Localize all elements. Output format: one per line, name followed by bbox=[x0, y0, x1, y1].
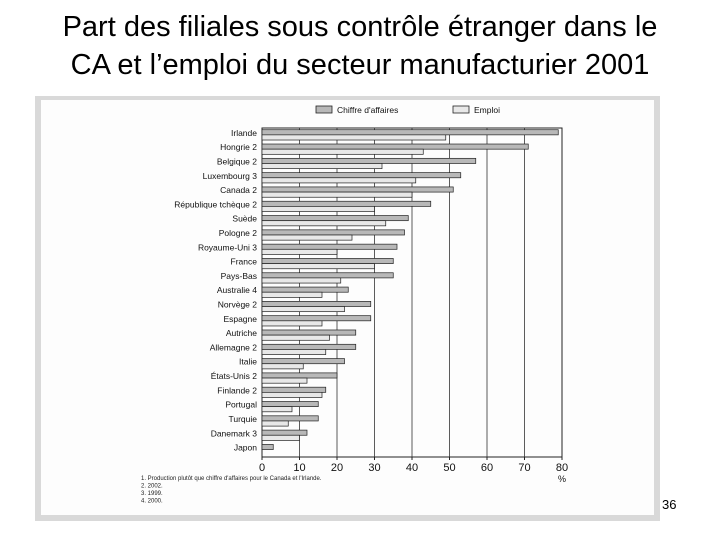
bar bbox=[261, 148, 424, 155]
bar bbox=[261, 129, 559, 136]
bar bbox=[261, 301, 372, 307]
bar bbox=[261, 444, 274, 450]
bar bbox=[261, 334, 330, 341]
category-label: Allemagne 2 bbox=[210, 342, 258, 352]
bar bbox=[261, 277, 342, 284]
category-label: Canada 2 bbox=[220, 185, 257, 195]
slide-title-line1: Part des filiales sous contrôle étranger… bbox=[62, 11, 658, 43]
bar bbox=[261, 429, 308, 436]
x-tick-label: 10 bbox=[293, 462, 305, 474]
category-label: Japon bbox=[234, 443, 257, 453]
bar bbox=[261, 315, 372, 322]
category-label: Italie bbox=[239, 357, 257, 367]
bar bbox=[261, 329, 357, 336]
footnote: 1. Production plutôt que chiffre d'affai… bbox=[141, 476, 322, 482]
bar bbox=[261, 163, 383, 169]
legend-label: Chiffre d'affaires bbox=[337, 105, 398, 115]
bar bbox=[261, 377, 308, 384]
bar bbox=[261, 134, 447, 141]
category-label: Luxembourg 3 bbox=[203, 171, 258, 181]
bar bbox=[261, 401, 319, 407]
bar bbox=[261, 406, 293, 413]
category-label: Royaume-Uni 3 bbox=[198, 242, 257, 252]
category-label: Autriche bbox=[226, 328, 257, 338]
bar bbox=[261, 191, 413, 198]
bar bbox=[261, 291, 323, 298]
bar bbox=[261, 200, 432, 207]
x-axis-unit: % bbox=[558, 474, 566, 484]
bar bbox=[261, 157, 477, 164]
footnote: 3. 1999. bbox=[141, 491, 163, 497]
x-tick-label: 30 bbox=[368, 462, 380, 474]
x-tick-label: 20 bbox=[331, 462, 343, 474]
category-label: France bbox=[231, 257, 258, 267]
page-number: 36 bbox=[662, 497, 677, 512]
bar bbox=[261, 234, 353, 241]
bar bbox=[261, 186, 454, 193]
bar bbox=[261, 363, 304, 370]
category-label: Portugal bbox=[225, 400, 257, 410]
category-label: États-Unis 2 bbox=[211, 371, 258, 381]
category-label: Suède bbox=[232, 214, 257, 224]
category-label: République tchèque 2 bbox=[174, 199, 257, 209]
bar bbox=[261, 372, 338, 379]
bar bbox=[261, 243, 398, 250]
bar bbox=[261, 220, 387, 227]
category-label: Pays-Bas bbox=[221, 271, 257, 281]
category-label: Danemark 3 bbox=[211, 428, 258, 438]
bar bbox=[261, 263, 375, 270]
legend-swatch bbox=[315, 105, 333, 114]
x-tick-label: 40 bbox=[406, 462, 418, 474]
chart-scan-frame: 0 10 20 30 40 50 60 70 80% Chiffre d'affaires Empl… bbox=[35, 96, 660, 521]
x-tick-label: 70 bbox=[518, 462, 530, 474]
bar-chart: 0 10 20 30 40 50 60 70 80% Chiffre d'affaires Empl… bbox=[141, 105, 568, 505]
bar bbox=[261, 143, 529, 150]
category-label: Hongrie 2 bbox=[220, 142, 257, 152]
category-label: Irlande bbox=[231, 128, 257, 138]
footnote: 2. 2002. bbox=[141, 484, 163, 490]
x-tick-label: 0 bbox=[259, 462, 265, 474]
category-label: Norvège 2 bbox=[218, 300, 257, 310]
bar bbox=[261, 386, 327, 393]
bar bbox=[261, 320, 323, 327]
category-label: Pologne 2 bbox=[219, 228, 258, 238]
x-tick-label: 50 bbox=[443, 462, 455, 474]
bar bbox=[261, 229, 405, 236]
category-label: Espagne bbox=[223, 314, 257, 324]
bar bbox=[261, 343, 357, 350]
chart-panel: 0 10 20 30 40 50 60 70 80% Chiffre d'affaires Empl… bbox=[41, 100, 654, 515]
bar bbox=[261, 434, 300, 441]
bar bbox=[261, 358, 345, 365]
bar bbox=[261, 349, 327, 355]
category-label: Belgique 2 bbox=[217, 156, 257, 166]
footnote: 4. 2000. bbox=[141, 499, 163, 505]
bar bbox=[261, 391, 323, 398]
bar bbox=[261, 258, 394, 264]
legend-swatch bbox=[452, 105, 470, 114]
slide-title-line2: CA et l’emploi du secteur manufacturier … bbox=[70, 49, 650, 81]
x-tick-label: 60 bbox=[481, 462, 493, 474]
bar bbox=[261, 215, 409, 222]
bar bbox=[261, 177, 417, 184]
category-label: Turquie bbox=[228, 414, 257, 424]
bar bbox=[261, 420, 289, 427]
bar bbox=[261, 272, 394, 279]
category-label: Finlande 2 bbox=[217, 385, 257, 395]
bar bbox=[261, 172, 462, 179]
category-label: Australie 4 bbox=[217, 285, 257, 295]
bar bbox=[261, 306, 345, 313]
bar bbox=[261, 286, 349, 293]
legend-label: Emploi bbox=[474, 105, 500, 115]
bar bbox=[261, 206, 375, 212]
bar bbox=[261, 415, 319, 422]
bar bbox=[261, 248, 338, 255]
x-tick-label: 80 bbox=[556, 462, 568, 474]
slide-title: Part des filiales sous contrôle étranger… bbox=[0, 8, 720, 84]
